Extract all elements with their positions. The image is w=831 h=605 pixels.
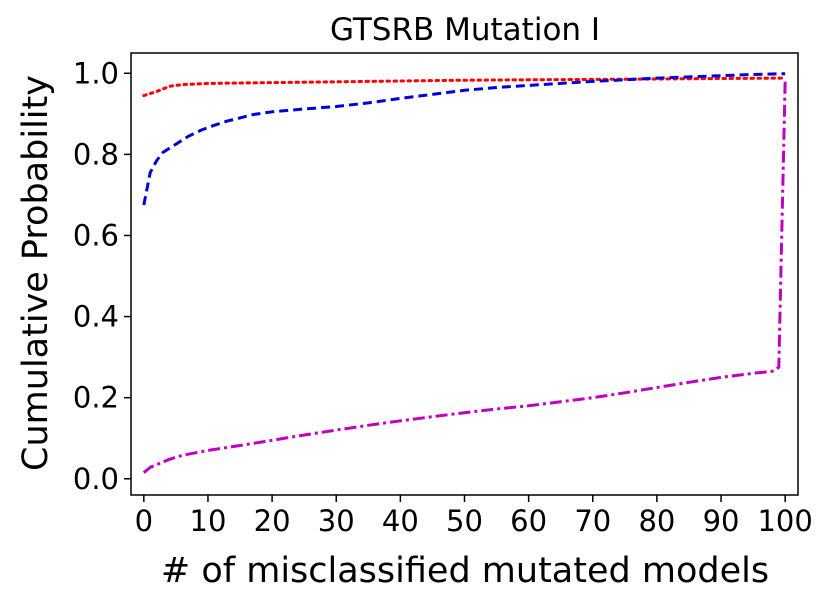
y-axis-label: Cumulative Probability (16, 75, 56, 471)
series-line-2 (142, 72, 786, 206)
x-tick-label: 100 (757, 504, 812, 538)
x-tick-label: 80 (638, 504, 675, 538)
x-tick-label: 20 (254, 504, 291, 538)
x-tick-label: 40 (382, 504, 419, 538)
y-axis-ticks: 0.0 0.2 0.4 0.6 0.8 1.0 (73, 56, 131, 496)
series-layer (142, 72, 787, 474)
y-tick-label: 0.6 (73, 218, 119, 252)
x-tick-label: 30 (318, 504, 355, 538)
x-tick-label: 0 (135, 504, 153, 538)
y-tick-label: 0.4 (73, 300, 119, 334)
x-tick-label: 70 (574, 504, 611, 538)
series-line-1 (142, 76, 787, 98)
chart-title: GTSRB Mutation I (330, 12, 600, 48)
x-tick-label: 90 (703, 504, 740, 538)
x-tick-label: 10 (190, 504, 227, 538)
x-axis-label: # of misclassified mutated models (161, 551, 769, 591)
series-line-3 (142, 79, 787, 474)
y-tick-label: 1.0 (73, 56, 119, 90)
y-tick-label: 0.8 (73, 137, 119, 171)
y-tick-label: 0.2 (73, 381, 119, 415)
x-axis-ticks: 0 10 20 30 40 50 60 70 80 90 100 (135, 495, 813, 538)
y-tick-label: 0.0 (73, 462, 119, 496)
x-tick-label: 50 (446, 504, 483, 538)
x-tick-label: 60 (510, 504, 547, 538)
